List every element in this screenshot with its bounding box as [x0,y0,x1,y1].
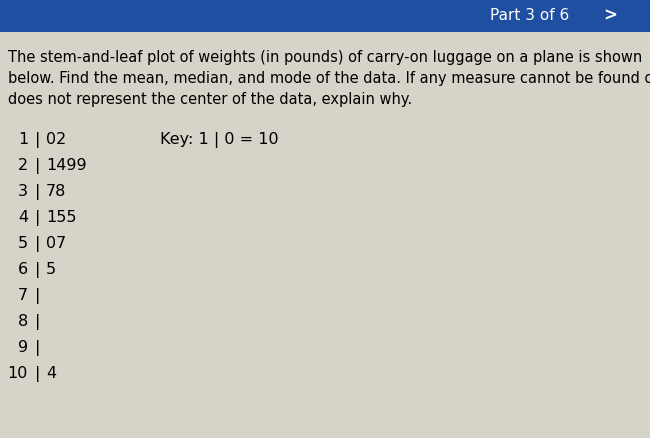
Text: |: | [35,314,41,330]
Text: 07: 07 [46,237,66,251]
Text: 155: 155 [46,211,77,226]
Text: |: | [35,184,41,200]
Text: 5: 5 [18,237,28,251]
Text: 2: 2 [18,159,28,173]
Text: |: | [35,262,41,278]
Text: Key: 1 | 0 = 10: Key: 1 | 0 = 10 [160,132,279,148]
Text: Part 3 of 6: Part 3 of 6 [490,8,569,24]
Text: |: | [35,288,41,304]
Bar [0,0,650,32]
Text: 4: 4 [46,367,56,381]
Text: |: | [35,366,41,382]
Text: |: | [35,210,41,226]
Text: 7: 7 [18,289,28,304]
Text: 3: 3 [18,184,28,199]
Text: |: | [35,132,41,148]
Text: 5: 5 [46,262,56,278]
Text: |: | [35,158,41,174]
Text: 78: 78 [46,184,66,199]
Text: 10: 10 [8,367,28,381]
Text: The stem-and-leaf plot of weights (in pounds) of carry-on luggage on a plane is : The stem-and-leaf plot of weights (in po… [8,50,650,107]
Text: 1: 1 [18,133,28,148]
Text: 02: 02 [46,133,66,148]
Text: |: | [35,236,41,252]
Text: |: | [35,340,41,356]
Text: >: > [603,7,617,25]
Text: 6: 6 [18,262,28,278]
Text: 4: 4 [18,211,28,226]
Text: 8: 8 [18,314,28,329]
Text: 1499: 1499 [46,159,86,173]
Text: 9: 9 [18,340,28,356]
